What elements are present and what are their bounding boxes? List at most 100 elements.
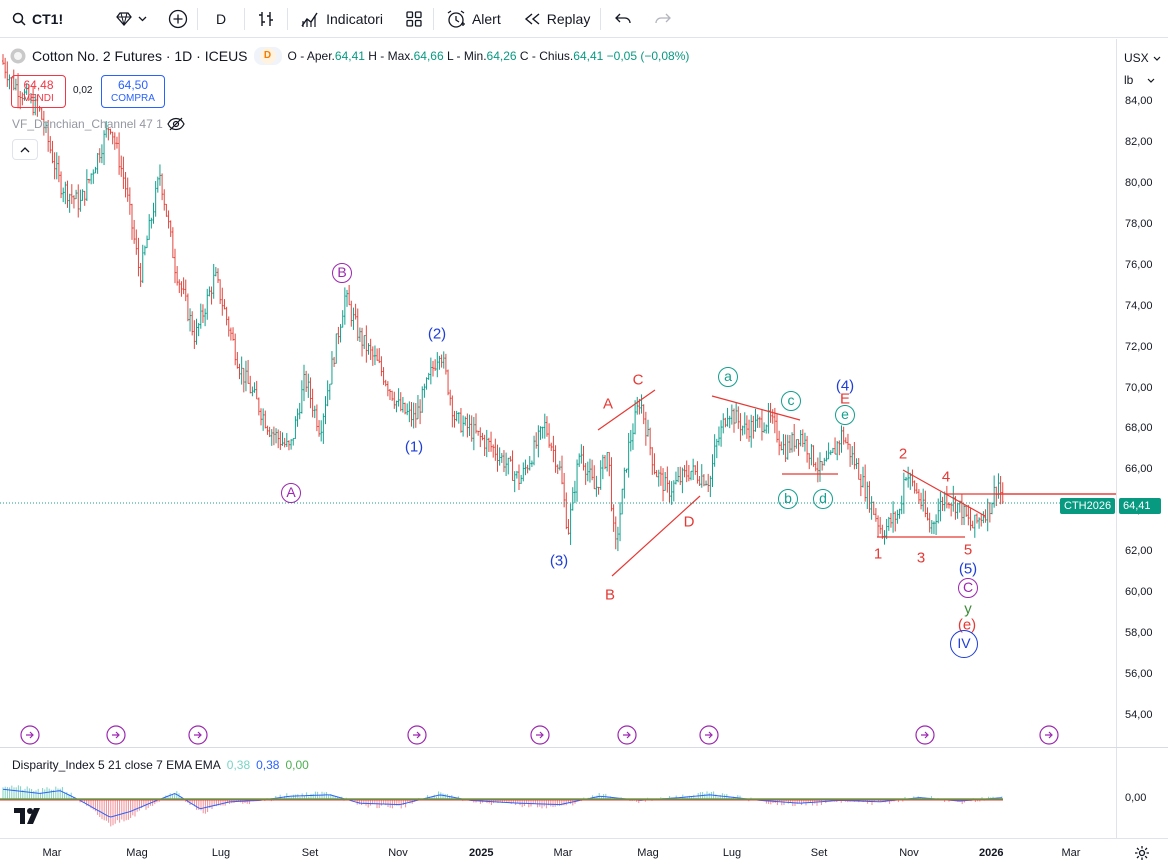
wave-label-e[interactable]: e [835,405,855,425]
wave-label-b[interactable]: B [332,263,352,283]
collapse-legend-button[interactable] [12,139,38,160]
interval-button[interactable]: D [198,0,244,38]
time-axis-label: Set [810,847,828,859]
wave-label-n2[interactable]: 2 [898,445,908,463]
close-label: C - Chius. [519,49,574,63]
symbol-type-button[interactable] [104,0,159,38]
wave-label-b[interactable]: b [778,489,798,509]
undo-button[interactable] [601,0,645,38]
gear-icon [1135,846,1149,860]
price-axis-tick: 74,00 [1125,299,1153,312]
wave-label-d[interactable]: d [813,489,833,509]
event-icon [188,725,208,745]
redo-icon [655,13,672,23]
unit-label: lb [1124,73,1134,87]
spread-value: 0,02 [73,85,93,96]
price-axis[interactable]: 84,00 82,00 80,00 78,00 76,00 74,00 72,00 70,00… [1116,39,1168,747]
undo-icon [615,13,631,23]
wave-label-n5[interactable]: 5 [963,541,973,559]
price-axis-tick: 80,00 [1125,176,1153,189]
add-symbol-button[interactable] [159,0,197,38]
wave-label-w3[interactable]: (3) [549,552,569,570]
price-axis-tick: 54,00 [1125,708,1153,721]
pane-separator[interactable] [0,747,1168,748]
event-icon-arrow [536,731,544,739]
chart-type-button[interactable] [245,0,287,38]
replay-button[interactable]: Replay [513,0,601,38]
time-axis-label: Lug [722,847,742,859]
wave-label-te[interactable]: E [839,390,851,408]
wave-label-n4[interactable]: 4 [941,468,951,486]
tradingview-logo[interactable] [14,806,46,831]
event-icon [20,725,40,745]
toolbar-divider [287,7,289,30]
buy-label: COMPRA [111,93,155,104]
ohlc-values: O - Aper.64,41 H - Max.64,66 L - Min.64,… [288,49,690,63]
currency-dropdown[interactable]: USX [1118,47,1164,69]
wave-label-w1[interactable]: (1) [404,438,424,456]
oscillator-value-1: 0,38 [226,758,251,772]
price-axis-tick: 70,00 [1125,381,1153,394]
replay-label: Replay [546,10,591,27]
price-chart-svg[interactable] [0,39,1116,747]
wave-label-tb[interactable]: B [604,586,616,604]
sell-button[interactable]: 64,48 VENDI [11,75,66,108]
oscillator-pane[interactable] [0,748,1116,838]
wave-label-n1[interactable]: 1 [873,545,883,563]
wave-label-w2[interactable]: (2) [427,325,447,343]
open-value: 64,41 [334,49,365,63]
high-label: H - Max. [368,49,414,63]
trend-line [611,495,701,577]
event-icon-arrow [112,731,120,739]
price-axis-tick: 58,00 [1125,627,1153,640]
time-axis[interactable]: Mar Mag Lug Set Nov 2025 Mar Mag Lug Set Nov 2026 Ma… [0,838,1168,864]
open-label: O - Aper. [287,49,335,63]
time-axis-label: Mag [126,847,148,859]
price-axis-tick: 72,00 [1125,340,1153,353]
currency-unit-selector[interactable]: USX lb [1118,47,1164,91]
alert-button[interactable]: Alert [434,0,513,38]
event-icon-arrow [194,731,202,739]
wave-label-tc[interactable]: C [632,371,644,389]
wave-label-y[interactable]: y [964,600,972,618]
rewind-icon [524,12,540,25]
symbol-title[interactable]: Cotton No. 2 Futures · 1D · ICEUS [32,48,248,64]
settings-gear-button[interactable] [1134,845,1150,864]
wave-label-a[interactable]: a [718,367,738,387]
wave-label-ta[interactable]: A [602,395,614,413]
oscillator-legend[interactable]: Disparity_Index 5 21 close 7 EMA EMA 0,3… [12,758,309,772]
event-icon-arrow [1045,731,1053,739]
unit-dropdown[interactable]: lb [1118,69,1164,91]
chevron-down-icon [1147,78,1155,83]
wave-label-iv[interactable]: IV [950,630,978,658]
symbol-search[interactable]: CT1! [6,6,104,32]
main-chart-pane[interactable] [0,39,1116,747]
oscillator-histogram [2,785,1003,827]
indicators-button[interactable]: Indicatori [288,0,395,38]
oscillator-chart-svg[interactable] [0,748,1116,838]
wave-label-td[interactable]: D [683,513,695,531]
eye-hidden-icon[interactable] [167,117,185,131]
wave-label-w5[interactable]: (5) [958,560,978,578]
time-axis-label: Lug [211,847,231,859]
donchian-indicator-label[interactable]: VF_Donchian_Channel 47 1 [12,117,185,131]
layouts-button[interactable] [395,0,433,38]
time-axis-label: Mar [553,847,573,859]
toolbar-divider [244,7,246,30]
contract-tag: CTH2026 [1060,498,1116,514]
oscillator-value-2: 0,38 [256,758,280,772]
close-value: 64,41 [573,49,604,63]
wave-label-c[interactable]: C [958,578,978,598]
wave-label-a[interactable]: A [281,483,301,503]
oscillator-axis[interactable]: 0,00 [1116,748,1168,838]
wave-label-n3[interactable]: 3 [916,549,926,567]
event-icon-arrow [705,731,713,739]
buy-button[interactable]: 64,50 COMPRA [101,75,165,108]
wave-label-w4[interactable]: (4) [835,377,855,395]
price-axis-tick: 78,00 [1125,217,1153,230]
chevron-up-icon [20,146,30,152]
bar-chart-icon [259,11,274,26]
wave-label-e_paren[interactable]: (e) [957,616,977,634]
redo-button[interactable] [645,0,681,38]
wave-label-c[interactable]: c [781,391,801,411]
